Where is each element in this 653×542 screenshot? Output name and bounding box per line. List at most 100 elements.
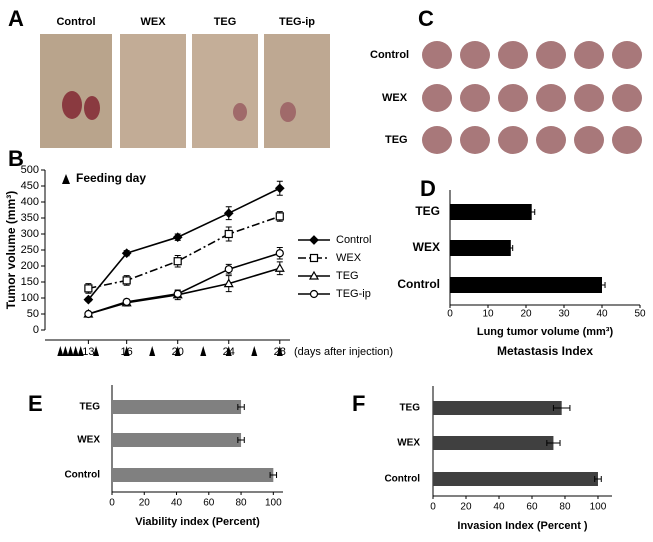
marker xyxy=(121,248,132,259)
organ xyxy=(460,84,490,112)
marker xyxy=(223,208,234,219)
organ xyxy=(612,126,642,154)
tumor xyxy=(233,103,247,121)
x-axis-label: Viability index (Percent) xyxy=(135,516,260,528)
photo-label: Control xyxy=(56,16,95,28)
panel-label: F xyxy=(352,391,365,416)
x-tick-label: 0 xyxy=(109,498,115,509)
y-tick-label: 300 xyxy=(21,228,39,240)
organ xyxy=(422,84,452,112)
x-tick-label: 10 xyxy=(482,309,494,320)
feeding-day-marker xyxy=(72,346,79,356)
tumor xyxy=(280,102,296,122)
error-bar xyxy=(528,209,536,215)
category-label: Control xyxy=(64,470,100,481)
y-tick-label: 500 xyxy=(21,164,39,176)
y-tick-label: 100 xyxy=(21,292,39,304)
x-axis-label: Invasion Index (Percent ) xyxy=(457,520,588,532)
panel-label: B xyxy=(8,146,24,171)
tumor xyxy=(62,91,82,119)
y-tick-label: 150 xyxy=(21,276,39,288)
category-label: TEG xyxy=(415,204,440,218)
feeding-day-marker xyxy=(149,346,156,356)
bar xyxy=(433,401,562,415)
feeding-day-marker xyxy=(225,346,232,356)
organ xyxy=(612,84,642,112)
category-label: TEG xyxy=(399,403,420,414)
legend-label: WEX xyxy=(336,252,362,264)
feeding-day-marker xyxy=(251,346,258,356)
category-label: WEX xyxy=(413,240,440,254)
marker xyxy=(275,249,284,258)
category-label: Control xyxy=(384,474,420,485)
bar xyxy=(450,277,602,293)
x-tick-label: 20 xyxy=(520,309,532,320)
legend-marker xyxy=(309,235,319,245)
marker xyxy=(224,265,233,274)
panel-label: D xyxy=(420,176,436,201)
photo xyxy=(40,34,112,148)
photo-label: WEX xyxy=(140,16,166,28)
bar xyxy=(112,433,242,447)
y-tick-label: 50 xyxy=(27,308,39,320)
y-tick-label: 200 xyxy=(21,260,39,272)
x-tick-label: 100 xyxy=(265,498,282,509)
x-tick-label: 30 xyxy=(558,309,570,320)
x-axis-label: (days after injection) xyxy=(294,346,393,358)
bar xyxy=(433,436,554,450)
organ xyxy=(536,41,566,69)
row-label: Control xyxy=(370,49,409,61)
marker xyxy=(122,276,131,285)
x-tick-label: 20 xyxy=(139,498,151,509)
y-tick-label: 250 xyxy=(21,244,39,256)
feeding-day-marker xyxy=(57,346,64,356)
feeding-day-marker xyxy=(123,346,130,356)
x-tick-label: 40 xyxy=(493,502,505,513)
marker xyxy=(274,183,285,194)
photo xyxy=(192,34,258,148)
marker xyxy=(84,309,93,319)
organ xyxy=(498,126,528,154)
series-line xyxy=(88,252,281,315)
legend-marker xyxy=(309,289,319,299)
legend-marker xyxy=(309,253,319,263)
feeding-day-marker xyxy=(276,346,283,356)
x-tick-label: 60 xyxy=(203,498,215,509)
legend-symbol xyxy=(309,253,319,263)
x-tick-label: 0 xyxy=(447,309,453,320)
marker xyxy=(122,297,131,306)
marker xyxy=(274,263,285,272)
x-tick-label: 80 xyxy=(559,502,571,513)
marker xyxy=(84,284,93,293)
photo xyxy=(264,34,330,148)
category-label: WEX xyxy=(397,438,420,449)
organ xyxy=(460,41,490,69)
organ xyxy=(536,126,566,154)
bar xyxy=(112,468,274,482)
feeding-day-marker xyxy=(174,346,181,356)
marker xyxy=(275,212,284,221)
bar xyxy=(450,204,532,220)
row-label: WEX xyxy=(382,92,408,104)
organ xyxy=(574,126,604,154)
legend-label: Control xyxy=(336,234,371,246)
y-axis-label: Tumor volume (mm³) xyxy=(4,191,18,309)
legend-symbol xyxy=(309,235,319,245)
marker xyxy=(173,289,182,298)
panel-label: E xyxy=(28,391,43,416)
x-tick-label: 0 xyxy=(430,502,436,513)
x-tick-label: 80 xyxy=(235,498,247,509)
category-label: TEG xyxy=(79,402,100,413)
feeding-day-marker xyxy=(93,346,100,356)
photo-label: TEG-ip xyxy=(279,16,315,28)
error-bar xyxy=(598,282,606,288)
marker xyxy=(172,232,183,243)
bar xyxy=(112,400,242,414)
y-tick-label: 400 xyxy=(21,196,39,208)
feeding-day-marker xyxy=(200,346,207,356)
organ xyxy=(574,41,604,69)
category-label: Control xyxy=(397,277,440,291)
photo-label: TEG xyxy=(214,16,237,28)
error-bar xyxy=(546,440,561,446)
